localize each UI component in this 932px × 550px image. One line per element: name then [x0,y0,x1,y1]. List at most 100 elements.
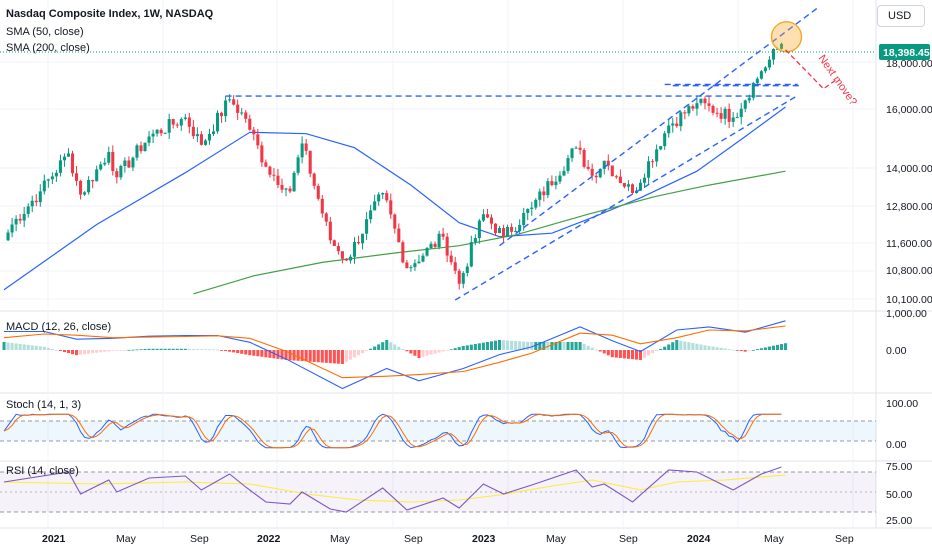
candle-body [514,231,518,233]
macd-histogram-bar [296,350,300,361]
candle-body [469,242,473,267]
candle-body [417,261,421,264]
candle-body [252,129,256,135]
macd-histogram-bar [655,350,659,352]
rsi-ma-line [3,474,786,503]
candle-body [79,180,83,195]
stoch-d-line [3,413,782,449]
candle-body [759,71,763,79]
macd-histogram-bar [224,350,228,351]
macd-histogram-bar [739,350,743,351]
macd-histogram-bar [622,350,626,359]
y-tick-16000: 16,000.00 [886,104,932,116]
macd-histogram-bar [554,342,558,350]
macd-histogram-bar [58,350,62,351]
macd-histogram-bar [147,348,151,350]
macd-histogram-bar [139,349,143,351]
candle-body [715,112,719,114]
macd-histogram-bar [361,350,365,354]
macd-histogram-bar [131,349,135,351]
candle-body [405,262,409,269]
candle-body [324,213,328,222]
macd-histogram-bar [731,349,735,351]
macd-histogram-bar [75,350,79,356]
macd-histogram-bar [502,340,506,350]
macd-histogram-bar [203,349,207,351]
macd-histogram-bar [610,350,614,358]
macd-histogram-bar [66,350,71,354]
rsi-tick-75: 75.00 [886,461,912,473]
candle-body [747,97,751,101]
macd-histogram-bar [220,350,224,351]
currency-button[interactable]: USD [877,5,925,27]
macd-histogram-bar [316,350,320,363]
candle-body [679,112,683,127]
candle-body [526,208,530,213]
candle-body [401,242,405,263]
macd-histogram-bar [441,350,445,352]
candle-body [655,149,659,162]
candle-body [659,146,663,150]
macd-histogram-bar [377,344,381,350]
candle-body [228,99,232,101]
macd-histogram-bar [421,350,425,357]
macd-histogram-bar [473,344,477,350]
x-tick-2021: 2021 [42,533,66,545]
macd-histogram-bar [167,348,171,350]
macd-histogram-bar [775,344,780,350]
candle-body [276,175,280,185]
candle-body [6,232,10,241]
macd-histogram-bar [26,344,30,350]
macd-histogram-bar [369,348,373,350]
macd-histogram-bar [199,349,203,350]
candle-body [614,176,618,178]
macd-histogram-bar [675,340,679,350]
macd-histogram-bar [723,348,727,350]
macd-histogram-bar [715,347,719,350]
candle-body [171,119,175,125]
macd-histogram-bar [743,350,747,352]
macd-histogram-bar [469,344,473,350]
candle-body [683,112,687,114]
candle-body [103,162,107,165]
candle-body [123,160,127,167]
candle-body [373,201,377,211]
candle-body [203,140,207,145]
candle-body [320,198,324,214]
macd-histogram-bar [393,344,397,350]
candle-body [582,149,586,167]
candle-body [115,171,119,178]
macd-histogram-bar [240,350,244,354]
macd-histogram-bar [699,344,703,350]
macd-histogram-bar [429,350,433,355]
macd-histogram-bar [574,342,578,350]
candle-body [26,206,30,214]
candle-body [220,112,224,117]
macd-histogram-bar [183,348,187,350]
candle-body [42,180,46,192]
sma200-legend: SMA (200, close) [6,42,90,54]
macd-histogram-bar [767,346,771,350]
candle-body [357,242,361,244]
candle-body [348,256,353,261]
candle-body [409,267,413,269]
candle-body [598,168,602,178]
candle-body [739,108,743,118]
candle-body [260,145,264,163]
candle-body [236,104,240,113]
candle-body [30,200,34,207]
candle-body [502,228,506,237]
macd-histogram-bar [123,350,127,351]
candle-body [256,134,260,146]
candle-body [727,108,731,122]
candle-body [66,153,71,157]
x-tick-may-2021: May [116,533,137,545]
macd-histogram-bar [582,343,586,350]
candle-body [441,233,445,237]
candle-body [530,207,534,209]
candle-body [485,214,489,218]
macd-histogram-bar [453,348,457,350]
candle-body [389,200,393,215]
